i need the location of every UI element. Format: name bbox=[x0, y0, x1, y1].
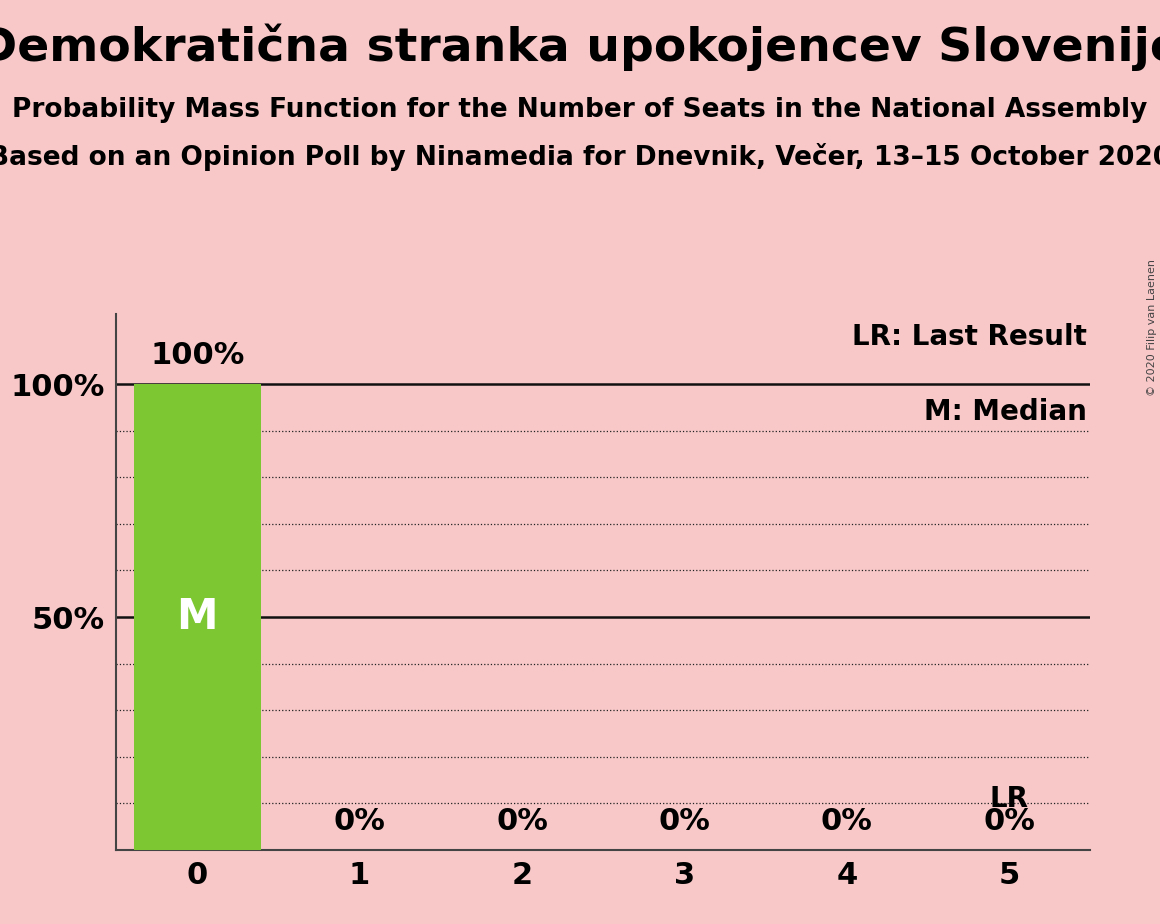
Text: 0%: 0% bbox=[821, 807, 872, 836]
Text: 100%: 100% bbox=[150, 341, 245, 371]
Text: Probability Mass Function for the Number of Seats in the National Assembly: Probability Mass Function for the Number… bbox=[13, 97, 1147, 123]
Text: 0%: 0% bbox=[334, 807, 385, 836]
Bar bbox=[133, 384, 261, 850]
Text: © 2020 Filip van Laenen: © 2020 Filip van Laenen bbox=[1147, 259, 1157, 395]
Text: Demokratična stranka upokojencev Slovenije: Demokratična stranka upokojencev Sloveni… bbox=[0, 23, 1160, 70]
Text: M: Median: M: Median bbox=[925, 398, 1087, 426]
Text: 0%: 0% bbox=[496, 807, 548, 836]
Text: Based on an Opinion Poll by Ninamedia for Dnevnik, Večer, 13–15 October 2020: Based on an Opinion Poll by Ninamedia fo… bbox=[0, 143, 1160, 171]
Text: LR: LR bbox=[989, 784, 1029, 813]
Text: LR: Last Result: LR: Last Result bbox=[853, 323, 1087, 351]
Text: 0%: 0% bbox=[984, 807, 1035, 836]
Text: M: M bbox=[176, 596, 218, 638]
Text: 0%: 0% bbox=[659, 807, 710, 836]
